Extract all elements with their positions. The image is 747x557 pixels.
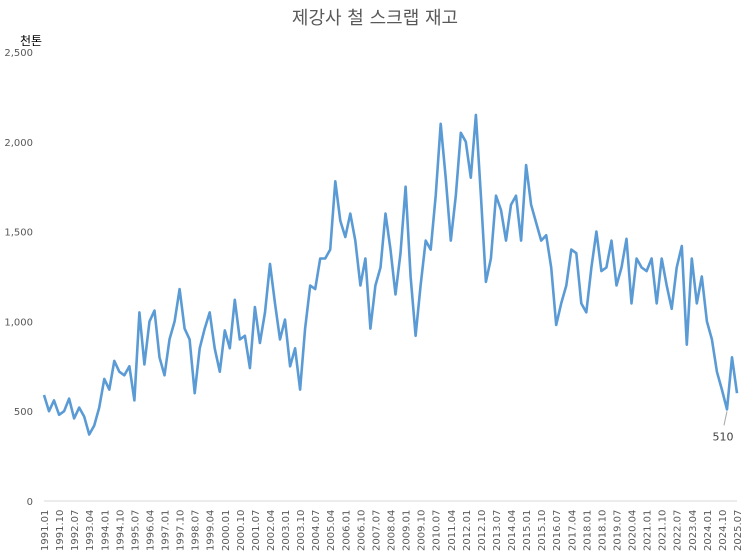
x-tick-label: 2020.04 bbox=[628, 510, 639, 551]
x-tick-label: 2017.04 bbox=[567, 510, 578, 551]
y-tick-label: 2,500 bbox=[4, 48, 33, 59]
x-tick-label: 1994.01 bbox=[100, 510, 111, 551]
x-tick-label: 2006.10 bbox=[356, 510, 367, 551]
y-tick-label: 2,000 bbox=[4, 138, 33, 149]
x-tick-label: 2012.01 bbox=[462, 510, 473, 551]
y-tick-label: 1,500 bbox=[4, 228, 33, 239]
x-tick-label: 2008.04 bbox=[387, 510, 398, 551]
x-tick-label: 1992.07 bbox=[70, 510, 81, 551]
x-tick-label: 2003.01 bbox=[281, 510, 292, 551]
x-tick-label: 2000.01 bbox=[221, 510, 232, 551]
x-tick-label: 2007.07 bbox=[371, 510, 382, 551]
x-tick-label: 1995.07 bbox=[130, 510, 141, 551]
x-tick-label: 2015.01 bbox=[522, 510, 533, 551]
x-tick-label: 1991.01 bbox=[40, 510, 51, 551]
x-tick-label: 2010.07 bbox=[432, 510, 443, 551]
x-tick-label: 1997.10 bbox=[176, 510, 187, 551]
x-tick-label: 2000.10 bbox=[236, 510, 247, 551]
x-tick-label: 2024.10 bbox=[718, 510, 729, 551]
x-tick-label: 2015.10 bbox=[537, 510, 548, 551]
y-tick-label: 1,000 bbox=[4, 317, 33, 328]
x-tick-label: 1998.07 bbox=[191, 510, 202, 551]
x-tick-label: 1999.04 bbox=[206, 510, 217, 551]
x-tick-label: 2024.01 bbox=[703, 510, 714, 551]
x-tick-label: 2012.10 bbox=[477, 510, 488, 551]
x-tick-label: 2013.07 bbox=[492, 510, 503, 551]
x-tick-label: 2021.01 bbox=[643, 510, 654, 551]
chart-title: 제강사 철 스크랩 재고 bbox=[292, 8, 458, 29]
x-tick-label: 1994.10 bbox=[115, 510, 126, 551]
x-tick-label: 2021.10 bbox=[658, 510, 669, 551]
x-tick-label: 2018.01 bbox=[582, 510, 593, 551]
x-tick-label: 1997.01 bbox=[161, 510, 172, 551]
y-tick-label: 0 bbox=[27, 497, 33, 508]
data-label-510: 510 bbox=[712, 430, 733, 443]
x-tick-label: 2009.10 bbox=[417, 510, 428, 551]
x-tick-label: 2006.01 bbox=[341, 510, 352, 551]
x-tick-label: 2018.10 bbox=[597, 510, 608, 551]
x-tick-label: 2004.07 bbox=[311, 510, 322, 551]
x-tick-label: 2019.07 bbox=[612, 510, 623, 551]
y-tick-label: 500 bbox=[14, 407, 33, 418]
y-axis-unit-label: 천톤 bbox=[20, 33, 42, 48]
series-line bbox=[42, 113, 739, 436]
x-tick-label: 2022.07 bbox=[673, 510, 684, 551]
x-tick-label: 1996.04 bbox=[145, 510, 156, 551]
x-tick-label: 2011.04 bbox=[447, 510, 458, 551]
x-tick-label: 2016.07 bbox=[552, 510, 563, 551]
x-tick-label: 2014.04 bbox=[507, 510, 518, 551]
x-tick-label: 2001.07 bbox=[251, 510, 262, 551]
x-tick-label: 2025.07 bbox=[733, 510, 744, 551]
x-tick-label: 2009.01 bbox=[402, 510, 413, 551]
x-tick-label: 2005.04 bbox=[326, 510, 337, 551]
data-label-leader-line bbox=[723, 411, 728, 426]
x-tick-label: 1993.04 bbox=[85, 510, 96, 551]
x-tick-label: 2002.04 bbox=[266, 510, 277, 551]
x-tick-label: 2023.04 bbox=[688, 510, 699, 551]
x-tick-label: 1991.10 bbox=[55, 510, 66, 551]
x-tick-label: 2003.10 bbox=[296, 510, 307, 551]
